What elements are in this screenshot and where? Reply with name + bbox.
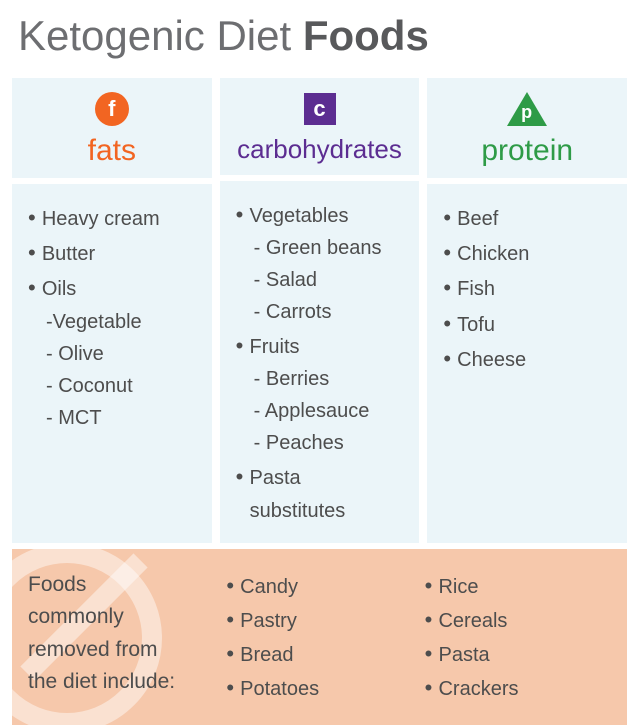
page-title: Ketogenic Diet Foods	[12, 12, 627, 60]
list-item: Coconut	[28, 370, 208, 402]
column-header-carbs: c carbohydrates	[220, 78, 420, 175]
list-item: Peaches	[236, 427, 416, 459]
list-item: Pasta	[425, 637, 623, 671]
fats-badge: f	[95, 92, 129, 126]
removed-col3: Rice Cereals Pasta Crackers	[425, 569, 623, 705]
protein-icon: p	[507, 92, 547, 126]
list-item: Vegetables	[236, 197, 416, 232]
list-item: Pastry	[226, 603, 424, 637]
list-item: Pasta	[236, 459, 416, 494]
column-body-carbs: Vegetables Green beans Salad Carrots Fru…	[220, 181, 420, 543]
list-item: Berries	[236, 363, 416, 395]
list-item: Chicken	[443, 235, 623, 270]
column-title-carbs: carbohydrates	[220, 134, 420, 165]
list-item: Green beans	[236, 232, 416, 264]
list-item: Salad	[236, 264, 416, 296]
fats-list: Heavy cream Butter Oils Vegetable Olive …	[28, 200, 208, 434]
list-item: Carrots	[236, 296, 416, 328]
list-item: Rice	[425, 569, 623, 603]
protein-list: Beef Chicken Fish Tofu Cheese	[443, 200, 623, 376]
column-title-fats: fats	[12, 134, 212, 168]
list-item: Heavy cream	[28, 200, 208, 235]
protein-badge: p	[510, 92, 544, 126]
removed-label: Foods commonly removed from the diet inc…	[28, 569, 226, 705]
list-item: Cereals	[425, 603, 623, 637]
list-item: substitutes	[236, 495, 416, 527]
column-fats: f fats Heavy cream Butter Oils Vegetable…	[12, 78, 212, 543]
removed-label-line: Foods	[28, 569, 226, 602]
list-item: Candy	[226, 569, 424, 603]
list-item: Olive	[28, 338, 208, 370]
list-item: Oils	[28, 270, 208, 305]
removed-label-line: the diet include:	[28, 666, 226, 699]
list-item: Beef	[443, 200, 623, 235]
column-body-fats: Heavy cream Butter Oils Vegetable Olive …	[12, 184, 212, 543]
removed-label-line: commonly	[28, 601, 226, 634]
column-header-protein: p protein	[427, 78, 627, 178]
list-item: Cheese	[443, 341, 623, 376]
list-item: Butter	[28, 235, 208, 270]
list-item: Vegetable	[28, 306, 208, 338]
list-item: MCT	[28, 402, 208, 434]
list-item: Applesauce	[236, 395, 416, 427]
column-body-protein: Beef Chicken Fish Tofu Cheese	[427, 184, 627, 543]
list-item: Crackers	[425, 671, 623, 705]
title-bold: Foods	[303, 12, 429, 59]
column-carbs: c carbohydrates Vegetables Green beans S…	[220, 78, 420, 543]
column-header-fats: f fats	[12, 78, 212, 178]
carbs-list: Vegetables Green beans Salad Carrots Fru…	[236, 197, 416, 527]
list-item: Tofu	[443, 306, 623, 341]
carbs-icon: c	[304, 93, 336, 125]
removed-label-line: removed from	[28, 634, 226, 667]
fats-icon: f	[95, 92, 129, 126]
column-title-protein: protein	[427, 134, 627, 168]
title-pre: Ketogenic Diet	[18, 12, 303, 59]
list-item: Fish	[443, 270, 623, 305]
list-item: Potatoes	[226, 671, 424, 705]
list-item: Bread	[226, 637, 424, 671]
columns-container: f fats Heavy cream Butter Oils Vegetable…	[12, 78, 627, 543]
column-protein: p protein Beef Chicken Fish Tofu Cheese	[427, 78, 627, 543]
removed-section: Foods commonly removed from the diet inc…	[12, 549, 627, 725]
removed-col2: Candy Pastry Bread Potatoes	[226, 569, 424, 705]
list-item: Fruits	[236, 328, 416, 363]
carbs-badge: c	[303, 92, 337, 126]
